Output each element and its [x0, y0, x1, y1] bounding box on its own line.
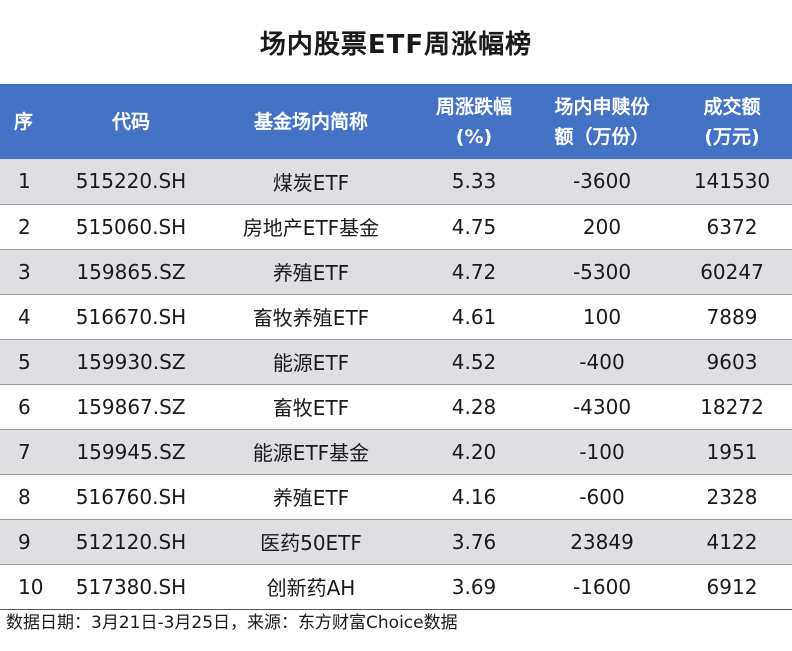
- cell-name: 创新药AH: [206, 564, 416, 610]
- cell-code: 516760.SH: [56, 474, 206, 520]
- cell-code: 159930.SZ: [56, 339, 206, 385]
- cell-code: 515060.SH: [56, 204, 206, 250]
- cell-shares: 100: [532, 294, 672, 340]
- cell-seq: 2: [0, 204, 56, 250]
- cell-seq: 10: [0, 564, 56, 610]
- cell-shares: 23849: [532, 519, 672, 565]
- table-row: 6 159867.SZ 畜牧ETF 4.28 -4300 18272: [0, 384, 792, 430]
- cell-name: 养殖ETF: [206, 249, 416, 295]
- cell-seq: 8: [0, 474, 56, 520]
- table-row: 8 516760.SH 养殖ETF 4.16 -600 2328: [0, 474, 792, 520]
- cell-turnover: 60247: [672, 249, 792, 295]
- table-row: 3 159865.SZ 养殖ETF 4.72 -5300 60247: [0, 249, 792, 295]
- cell-change: 4.61: [416, 294, 532, 340]
- cell-name: 畜牧养殖ETF: [206, 294, 416, 340]
- cell-name: 房地产ETF基金: [206, 204, 416, 250]
- header-name: 基金场内简称: [253, 110, 368, 133]
- header-subscription-shares-line1: 场内申赎份: [554, 95, 650, 118]
- cell-change: 5.33: [416, 159, 532, 205]
- cell-change: 3.76: [416, 519, 532, 565]
- cell-change: 4.28: [416, 384, 532, 430]
- cell-shares: -3600: [532, 159, 672, 205]
- cell-name: 能源ETF: [206, 339, 416, 385]
- cell-code: 159945.SZ: [56, 429, 206, 475]
- data-source-footnote: 数据日期：3月21日-3月25日，来源：东方财富Choice数据: [6, 613, 458, 633]
- cell-turnover: 18272: [672, 384, 792, 430]
- cell-turnover: 7889: [672, 294, 792, 340]
- cell-change: 3.69: [416, 564, 532, 610]
- cell-turnover: 4122: [672, 519, 792, 565]
- table-row: 5 159930.SZ 能源ETF 4.52 -400 9603: [0, 339, 792, 385]
- cell-seq: 9: [0, 519, 56, 565]
- cell-shares: -600: [532, 474, 672, 520]
- table-row: 1 515220.SH 煤炭ETF 5.33 -3600 141530: [0, 159, 792, 205]
- table-row: 4 516670.SH 畜牧养殖ETF 4.61 100 7889: [0, 294, 792, 340]
- cell-name: 畜牧ETF: [206, 384, 416, 430]
- header-turnover-line1: 成交额: [703, 95, 761, 118]
- header-subscription-shares: 场内申赎份 额（万份）: [532, 84, 672, 159]
- cell-turnover: 9603: [672, 339, 792, 385]
- cell-turnover: 2328: [672, 474, 792, 520]
- table-row: 2 515060.SH 房地产ETF基金 4.75 200 6372: [0, 204, 792, 250]
- cell-seq: 4: [0, 294, 56, 340]
- cell-code: 159865.SZ: [56, 249, 206, 295]
- cell-change: 4.52: [416, 339, 532, 385]
- cell-change: 4.16: [416, 474, 532, 520]
- cell-code: 517380.SH: [56, 564, 206, 610]
- etf-ranking-table: 序 代码 基金场内简称 周涨跌幅 (%) 场内申赎份 额（万份） 成交额 (万元…: [0, 84, 792, 610]
- cell-code: 512120.SH: [56, 519, 206, 565]
- cell-shares: -5300: [532, 249, 672, 295]
- header-turnover-line2: (万元): [704, 125, 760, 148]
- cell-seq: 3: [0, 249, 56, 295]
- cell-name: 养殖ETF: [206, 474, 416, 520]
- cell-name: 能源ETF基金: [206, 429, 416, 475]
- cell-change: 4.20: [416, 429, 532, 475]
- cell-turnover: 1951: [672, 429, 792, 475]
- cell-seq: 1: [0, 159, 56, 205]
- cell-name: 煤炭ETF: [206, 159, 416, 205]
- cell-turnover: 141530: [672, 159, 792, 205]
- cell-code: 516670.SH: [56, 294, 206, 340]
- cell-shares: -4300: [532, 384, 672, 430]
- header-subscription-shares-line2: 额（万份）: [554, 125, 650, 148]
- page-title: 场内股票ETF周涨幅榜: [259, 29, 533, 60]
- table-row: 10 517380.SH 创新药AH 3.69 -1600 6912: [0, 564, 792, 610]
- cell-shares: -1600: [532, 564, 672, 610]
- cell-turnover: 6912: [672, 564, 792, 610]
- header-weekly-change-line1: 周涨跌幅: [435, 95, 512, 118]
- header-turnover: 成交额 (万元): [672, 84, 792, 159]
- cell-shares: -100: [532, 429, 672, 475]
- cell-seq: 7: [0, 429, 56, 475]
- header-seq: 序: [14, 110, 34, 133]
- cell-turnover: 6372: [672, 204, 792, 250]
- cell-shares: -400: [532, 339, 672, 385]
- cell-change: 4.75: [416, 204, 532, 250]
- cell-code: 159867.SZ: [56, 384, 206, 430]
- cell-seq: 6: [0, 384, 56, 430]
- header-code: 代码: [111, 110, 150, 133]
- table-row: 9 512120.SH 医药50ETF 3.76 23849 4122: [0, 519, 792, 565]
- table-row: 7 159945.SZ 能源ETF基金 4.20 -100 1951: [0, 429, 792, 475]
- cell-name: 医药50ETF: [206, 519, 416, 565]
- cell-seq: 5: [0, 339, 56, 385]
- table-header-row: 序 代码 基金场内简称 周涨跌幅 (%) 场内申赎份 额（万份） 成交额 (万元…: [0, 84, 792, 159]
- cell-change: 4.72: [416, 249, 532, 295]
- header-weekly-change-line2: (%): [455, 125, 493, 148]
- cell-code: 515220.SH: [56, 159, 206, 205]
- header-weekly-change: 周涨跌幅 (%): [416, 84, 532, 159]
- cell-shares: 200: [532, 204, 672, 250]
